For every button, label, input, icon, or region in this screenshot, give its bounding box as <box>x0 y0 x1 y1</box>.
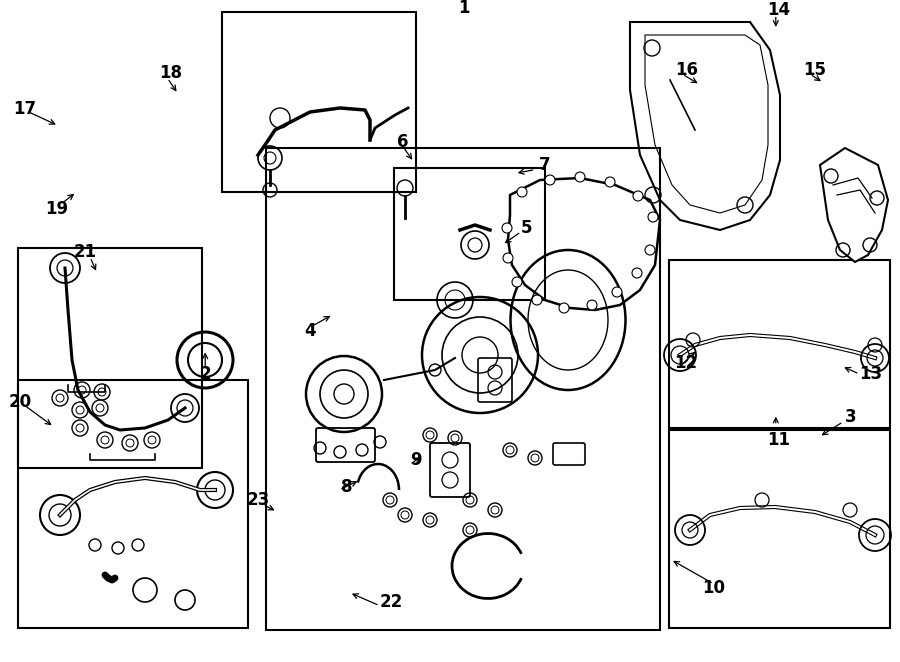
Text: 21: 21 <box>74 242 97 261</box>
Text: 5: 5 <box>521 219 532 238</box>
Circle shape <box>587 300 597 310</box>
Circle shape <box>512 277 522 287</box>
Bar <box>222 12 416 192</box>
Circle shape <box>632 268 642 278</box>
Text: 14: 14 <box>767 1 790 19</box>
Text: 16: 16 <box>675 60 698 79</box>
Text: 4: 4 <box>305 322 316 340</box>
Text: 17: 17 <box>13 100 36 118</box>
Bar <box>18 248 202 468</box>
Text: 13: 13 <box>859 365 882 383</box>
Text: 1: 1 <box>458 0 469 17</box>
Circle shape <box>503 253 513 263</box>
Text: 20: 20 <box>8 393 32 412</box>
Circle shape <box>532 295 542 305</box>
Bar <box>669 430 890 628</box>
Text: 11: 11 <box>767 431 790 449</box>
Bar <box>394 168 545 300</box>
Text: 10: 10 <box>702 579 725 597</box>
Text: 23: 23 <box>247 491 270 509</box>
Text: 9: 9 <box>410 451 421 469</box>
Circle shape <box>633 191 643 201</box>
Circle shape <box>645 245 655 255</box>
Circle shape <box>502 223 512 233</box>
Text: 8: 8 <box>341 477 352 496</box>
Circle shape <box>575 172 585 182</box>
Circle shape <box>517 187 527 197</box>
Text: 15: 15 <box>803 60 826 79</box>
Text: 2: 2 <box>200 365 211 383</box>
Circle shape <box>545 175 555 185</box>
Polygon shape <box>820 148 888 262</box>
Text: 22: 22 <box>380 593 403 612</box>
Bar <box>18 380 248 628</box>
Text: 7: 7 <box>539 156 550 175</box>
Bar <box>669 260 890 428</box>
Circle shape <box>605 177 615 187</box>
Circle shape <box>559 303 569 313</box>
Text: 6: 6 <box>398 133 409 152</box>
Circle shape <box>648 212 658 222</box>
Text: 3: 3 <box>845 408 856 426</box>
Text: 19: 19 <box>45 199 68 218</box>
Text: 12: 12 <box>674 354 698 372</box>
Text: 18: 18 <box>159 64 183 82</box>
Circle shape <box>612 287 622 297</box>
Bar <box>266 148 660 630</box>
